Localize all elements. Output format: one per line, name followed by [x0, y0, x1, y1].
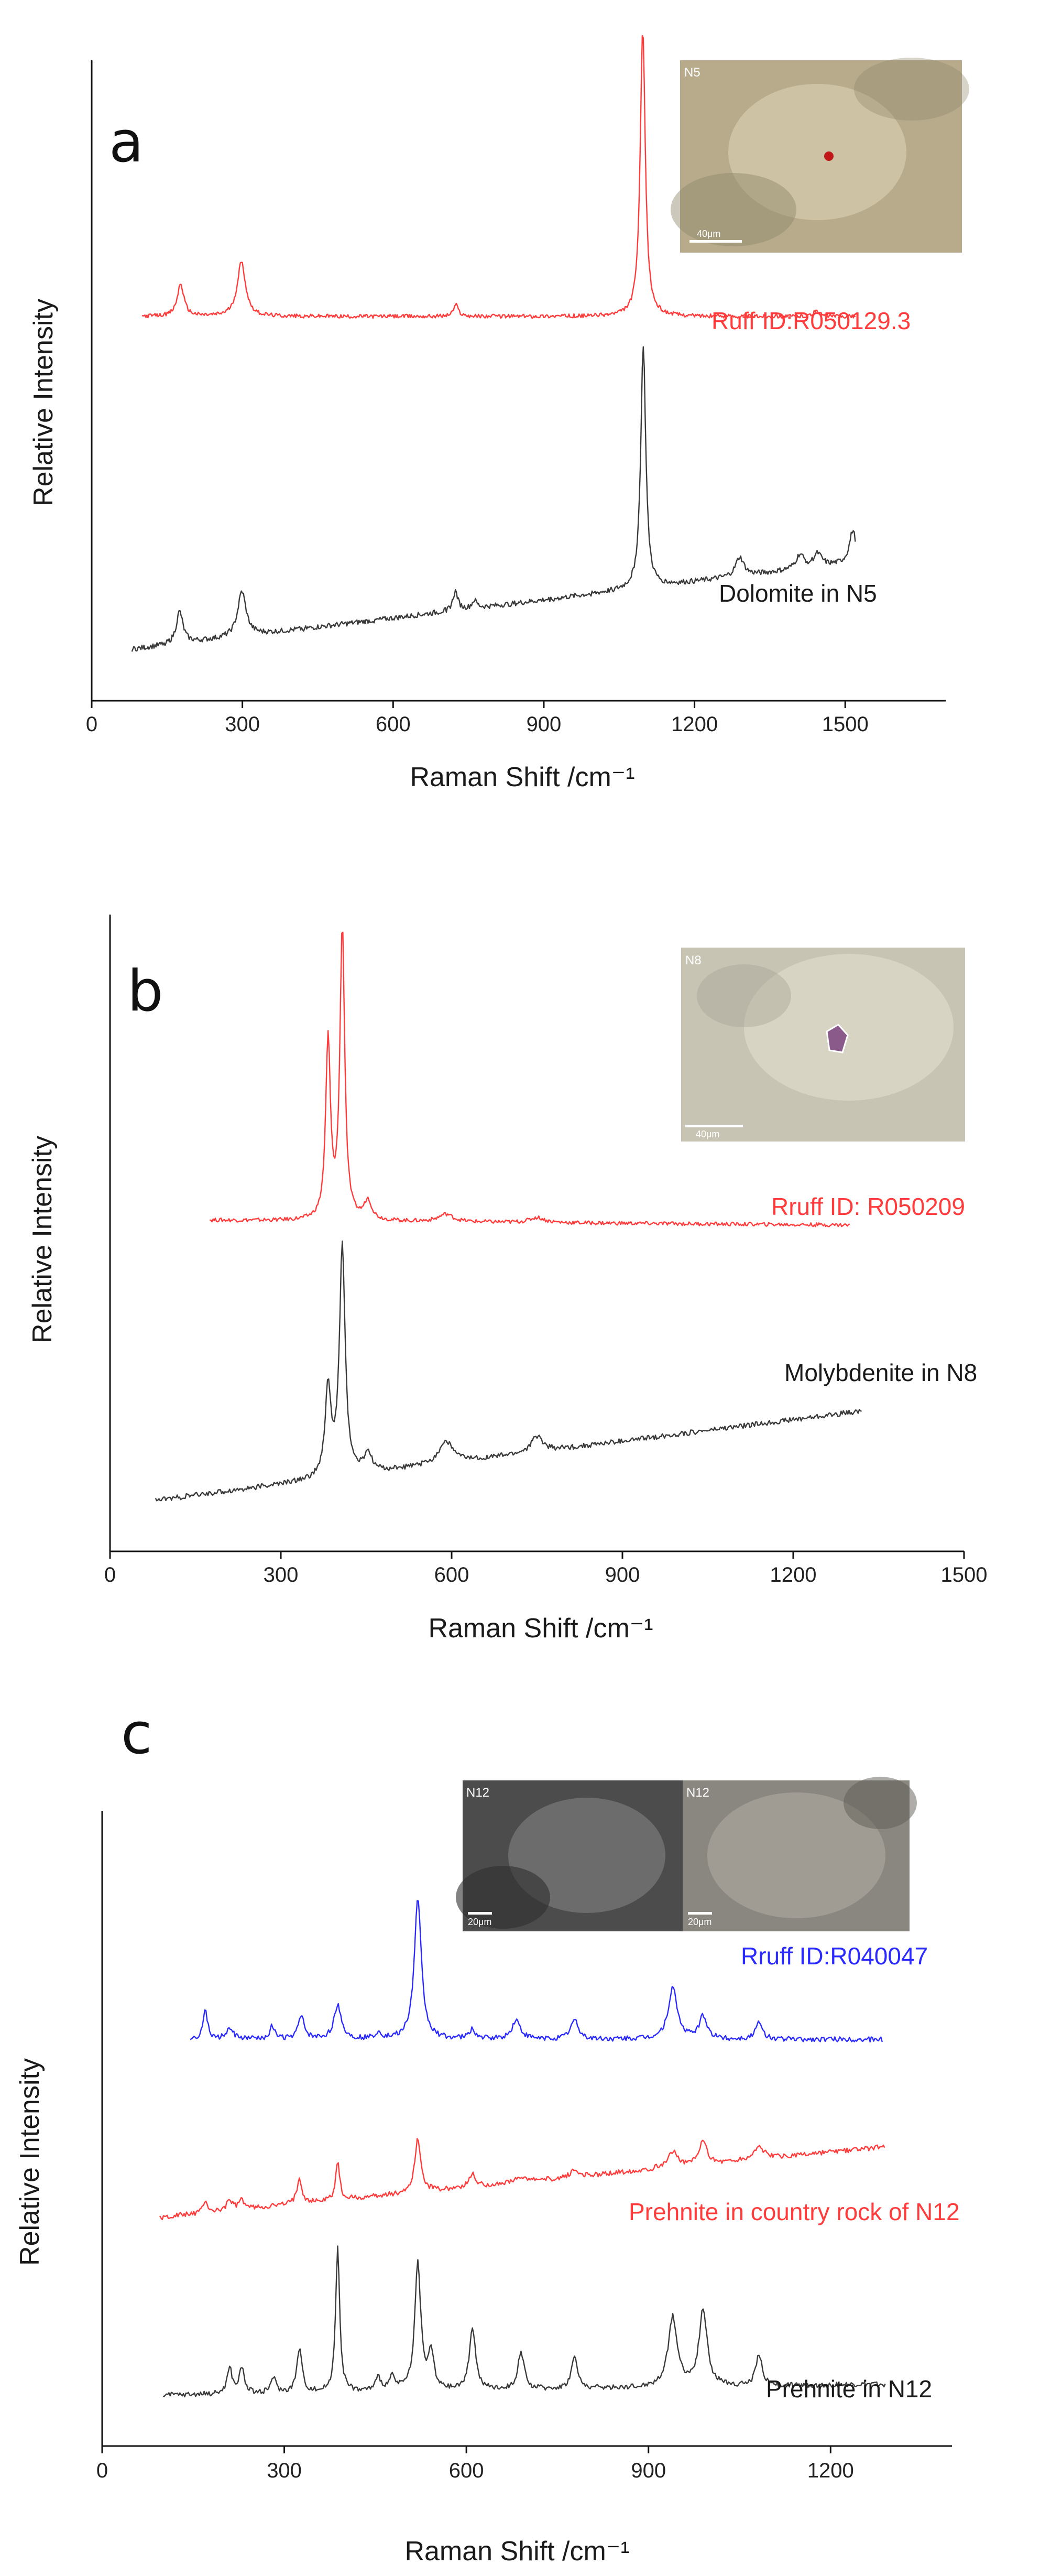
panel-b-axes: 0 300 600 900 1200 1500 — [104, 915, 988, 1586]
x-tick-label: 1500 — [941, 1563, 988, 1586]
x-tick-label: 300 — [264, 1563, 299, 1586]
series-label-molybdenite-n8: Molybdenite in N8 — [784, 1359, 977, 1386]
panel-a: a N5 40μm 0 300 600 900 1200 1500 Ruff ID:R05… — [28, 35, 969, 792]
inset-texture — [844, 1777, 917, 1829]
x-tick-label: 900 — [605, 1563, 640, 1586]
panel-a-inset: N5 40μm — [671, 58, 969, 253]
scale-bar — [468, 1912, 492, 1915]
panel-c-inset-left: N12 20μm — [456, 1780, 683, 1931]
x-tick-label: 900 — [631, 2459, 666, 2482]
panel-letter-b: b — [127, 959, 163, 1024]
series-label-rruff-r040047: Rruff ID:R040047 — [741, 1942, 928, 1970]
x-tick-label: 1500 — [822, 713, 869, 736]
spectrum-line-1 — [141, 35, 856, 319]
scale-bar — [685, 1125, 743, 1127]
inset-texture — [744, 954, 954, 1101]
y-axis-title-c: Relative Intensity — [15, 2058, 45, 2266]
inset-texture — [854, 58, 969, 121]
spectrum-line-2 — [159, 2138, 885, 2220]
inset-tag-n5: N5 — [684, 66, 700, 80]
panel-a-series — [131, 35, 856, 652]
spectrum-line-2 — [155, 1240, 862, 1502]
x-tick-label: 300 — [225, 713, 260, 736]
inclusion-marker — [824, 151, 834, 161]
x-tick-label: 0 — [86, 713, 97, 736]
scale-bar — [689, 240, 742, 243]
inset-texture — [697, 964, 791, 1027]
scale-bar-label: 20μm — [688, 1917, 711, 1927]
x-tick-label: 600 — [434, 1563, 469, 1586]
y-axis-title-b: Relative Intensity — [27, 1136, 58, 1343]
inset-texture — [728, 84, 906, 220]
inset-tag-n8: N8 — [685, 953, 702, 968]
x-tick-label: 300 — [267, 2459, 302, 2482]
scale-bar-label: 40μm — [696, 1129, 719, 1139]
series-label-prehnite-country-rock: Prehnite in country rock of N12 — [629, 2198, 960, 2225]
x-axis-title-b: Raman Shift /cm⁻¹ — [428, 1613, 653, 1644]
inset-texture — [671, 173, 796, 246]
inset-tag-n12-right: N12 — [686, 1786, 709, 1800]
panel-c-inset-right: N12 20μm — [683, 1777, 917, 1931]
panel-c-axes: 0 300 600 900 1200 — [96, 1811, 952, 2482]
scale-bar-label: 40μm — [697, 229, 720, 239]
scale-bar-label: 20μm — [468, 1917, 491, 1927]
x-tick-label: 600 — [376, 713, 411, 736]
spectrum-line-2 — [131, 346, 856, 652]
x-axis-title-a: Raman Shift /cm⁻¹ — [410, 762, 634, 792]
panel-a-axes: 0 300 600 900 1200 1500 — [86, 60, 946, 736]
x-tick-label: 900 — [527, 713, 562, 736]
inset-texture — [707, 1792, 885, 1918]
panel-letter-c: c — [121, 1701, 152, 1767]
spectrum-line-3 — [162, 2245, 886, 2398]
x-tick-label: 1200 — [807, 2459, 854, 2482]
crystal-grain — [826, 1024, 849, 1053]
x-tick-label: 1200 — [770, 1563, 817, 1586]
series-label-rruff-r050209: Rruff ID: R050209 — [771, 1193, 965, 1220]
inset-texture — [508, 1798, 665, 1913]
spectrum-line-1 — [210, 931, 850, 1227]
x-tick-label: 1200 — [671, 713, 718, 736]
series-label-ruff-r050129: Ruff ID:R050129.3 — [711, 307, 911, 334]
inset-tag-n12-left: N12 — [466, 1786, 489, 1800]
spectrum-line-1 — [190, 1900, 883, 2043]
panel-c-series — [159, 1900, 886, 2398]
panel-letter-a: a — [109, 110, 144, 175]
panel-b-series — [155, 931, 862, 1502]
scale-bar — [688, 1912, 712, 1915]
x-tick-label: 0 — [96, 2459, 108, 2482]
x-tick-label: 600 — [449, 2459, 484, 2482]
panel-c: c N12 20μm N12 20μm 0 300 600 900 1200 Rruff… — [15, 1701, 960, 2567]
x-tick-label: 0 — [104, 1563, 116, 1586]
series-label-prehnite-n12: Prehnite in N12 — [766, 2375, 932, 2403]
series-label-dolomite-n5: Dolomite in N5 — [719, 580, 877, 607]
panel-b-inset: N8 40μm — [681, 948, 965, 1142]
panel-b: b N8 40μm 0 300 600 900 1200 1500 Rruff ID: R… — [27, 915, 987, 1644]
y-axis-title-a: Relative Intensity — [28, 299, 59, 506]
x-axis-title-c: Raman Shift /cm⁻¹ — [404, 2536, 629, 2567]
